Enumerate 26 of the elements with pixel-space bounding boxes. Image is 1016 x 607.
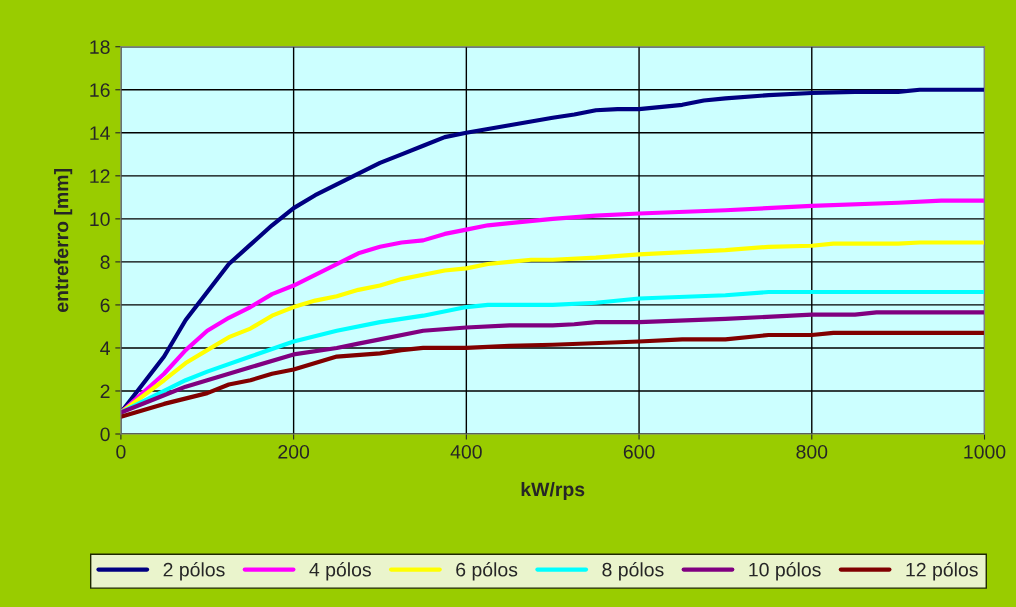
- x-tick-label: 200: [278, 444, 310, 459]
- legend-label: 6 pólos: [456, 562, 518, 581]
- x-tick-label: 800: [796, 444, 828, 459]
- line-series: [120, 310, 985, 415]
- legend-label: 8 pólos: [602, 562, 664, 581]
- y-axis-title: entreferro [mm]: [54, 169, 73, 312]
- y-tick-label: 2: [100, 384, 110, 399]
- x-tick-label: 1000: [964, 444, 1006, 459]
- y-tick-label: 6: [100, 298, 110, 313]
- x-tick-label: 600: [623, 444, 655, 459]
- y-tick-label: 16: [90, 83, 110, 98]
- x-axis-title: kW/rps: [521, 481, 585, 501]
- legend-label: 4 pólos: [309, 562, 371, 581]
- y-tick-label: 8: [100, 255, 110, 270]
- x-tick-label: 0: [116, 444, 126, 459]
- y-tick-label: 18: [90, 40, 110, 54]
- legend-label: 10 pólos: [749, 562, 821, 581]
- y-tick-label: 12: [90, 169, 110, 183]
- y-tick-label: 0: [100, 427, 110, 442]
- y-tick-label: 4: [100, 341, 110, 355]
- line-series: [120, 330, 985, 419]
- legend-label: 12 pólos: [906, 562, 978, 581]
- legend-label: 2 pólos: [163, 562, 225, 581]
- y-tick-label: 10: [90, 212, 110, 227]
- y-tick-label: 14: [90, 126, 110, 140]
- x-tick-label: 400: [450, 444, 482, 459]
